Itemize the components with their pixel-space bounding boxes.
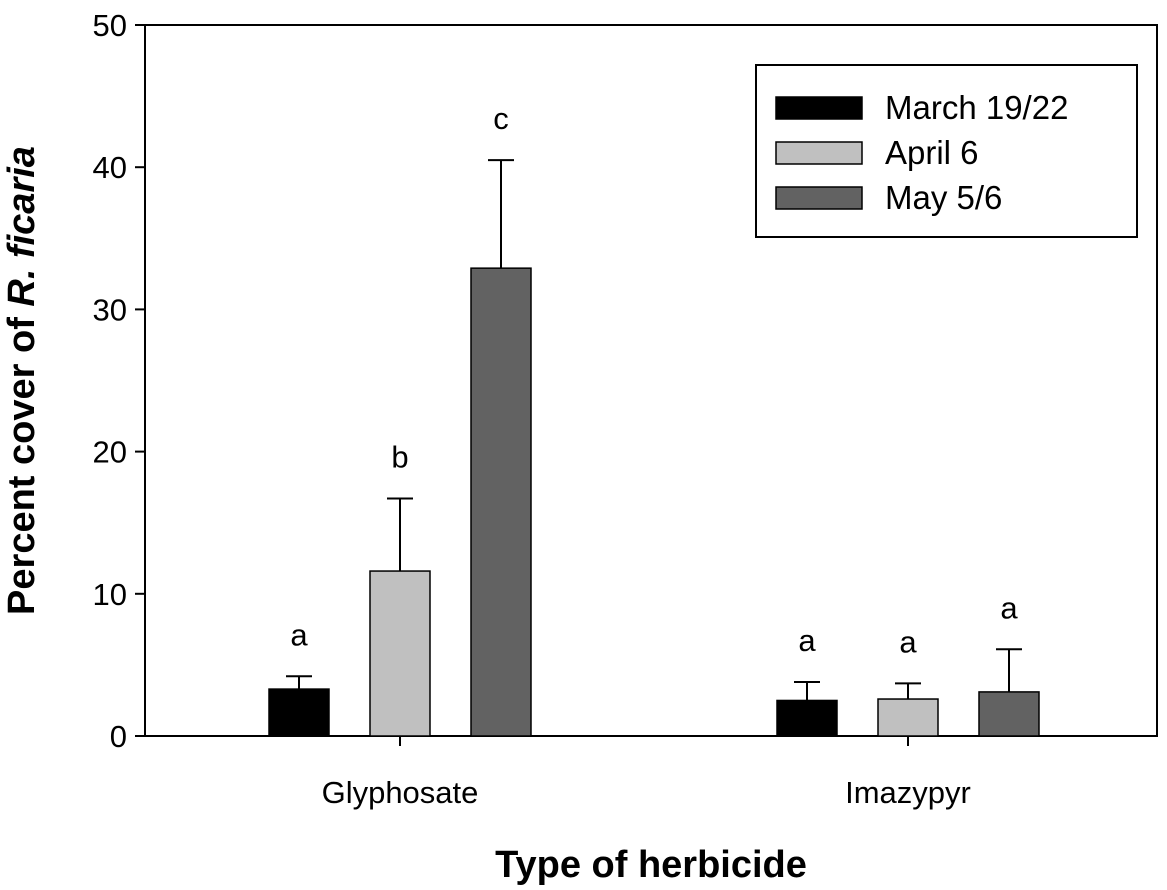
y-axis-title-prefix: Percent cover of <box>1 307 43 615</box>
legend: March 19/22 April 6 May 5/6 <box>755 64 1138 238</box>
y-tick-label: 50 <box>93 8 127 43</box>
y-tick-label: 40 <box>93 150 127 185</box>
y-tick-label: 10 <box>93 577 127 612</box>
legend-swatch <box>775 186 863 210</box>
legend-label: April 6 <box>885 134 979 171</box>
legend-label: March 19/22 <box>885 89 1068 126</box>
y-tick-label: 20 <box>93 435 127 470</box>
error-bar <box>286 675 312 690</box>
significance-letter: c <box>493 101 509 136</box>
bar <box>776 699 838 737</box>
bar <box>268 688 330 737</box>
legend-swatch <box>775 141 863 165</box>
error-bar <box>794 680 820 701</box>
error-bar <box>387 497 413 572</box>
significance-letter: a <box>1000 590 1018 625</box>
x-tick-label: Glyphosate <box>322 775 479 810</box>
bar <box>369 570 431 737</box>
significance-letter: a <box>899 624 917 659</box>
error-bar <box>488 159 514 269</box>
error-bars <box>286 159 1022 701</box>
y-axis: 0 10 20 30 40 50 <box>93 8 145 754</box>
plot-frame <box>144 24 1158 737</box>
error-bar <box>996 648 1022 692</box>
bar <box>877 698 939 737</box>
error-bar <box>895 682 921 700</box>
bar <box>978 691 1040 737</box>
significance-letter: b <box>391 440 408 475</box>
significance-letter: a <box>290 617 308 652</box>
significance-letters: a a b a c a <box>290 101 1018 659</box>
bars <box>268 267 1040 737</box>
significance-letter: a <box>798 623 816 658</box>
plot-border <box>144 24 1158 737</box>
x-axis-title: Type of herbicide <box>495 844 807 886</box>
legend-swatch <box>775 96 863 120</box>
x-tick-label: Imazypyr <box>845 775 971 810</box>
y-tick-label: 30 <box>93 292 127 327</box>
bar <box>470 267 532 737</box>
y-axis-title-species: R. ficaria <box>1 146 43 307</box>
y-tick-label: 0 <box>110 719 127 754</box>
legend-label: May 5/6 <box>885 179 1002 216</box>
y-axis-title: Percent cover of R. ficaria <box>1 146 43 615</box>
x-axis: Glyphosate Imazypyr <box>322 736 971 810</box>
